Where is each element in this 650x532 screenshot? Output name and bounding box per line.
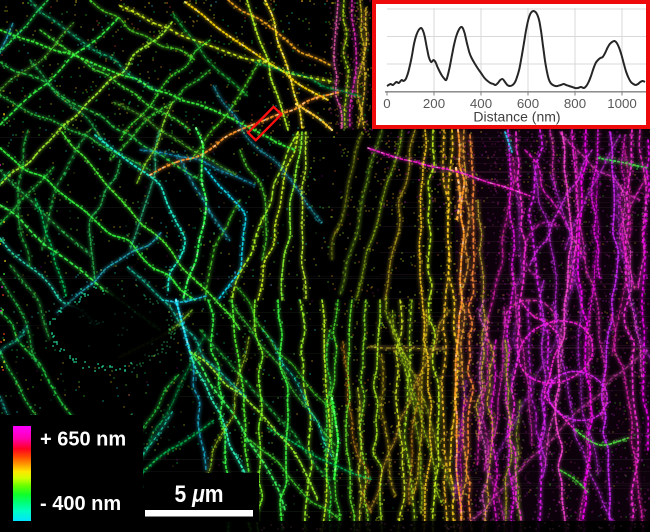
svg-text:- 400 nm: - 400 nm — [40, 493, 121, 515]
svg-text:800: 800 — [564, 96, 586, 111]
svg-text:1000: 1000 — [607, 96, 637, 111]
svg-text:+ 650 nm: + 650 nm — [40, 429, 126, 451]
svg-text:5 μm: 5 μm — [175, 481, 224, 508]
svg-text:200: 200 — [423, 96, 445, 111]
svg-text:400: 400 — [470, 96, 492, 111]
svg-text:Distance (nm): Distance (nm) — [473, 109, 560, 125]
svg-text:0: 0 — [383, 96, 390, 111]
svg-text:600: 600 — [517, 96, 539, 111]
